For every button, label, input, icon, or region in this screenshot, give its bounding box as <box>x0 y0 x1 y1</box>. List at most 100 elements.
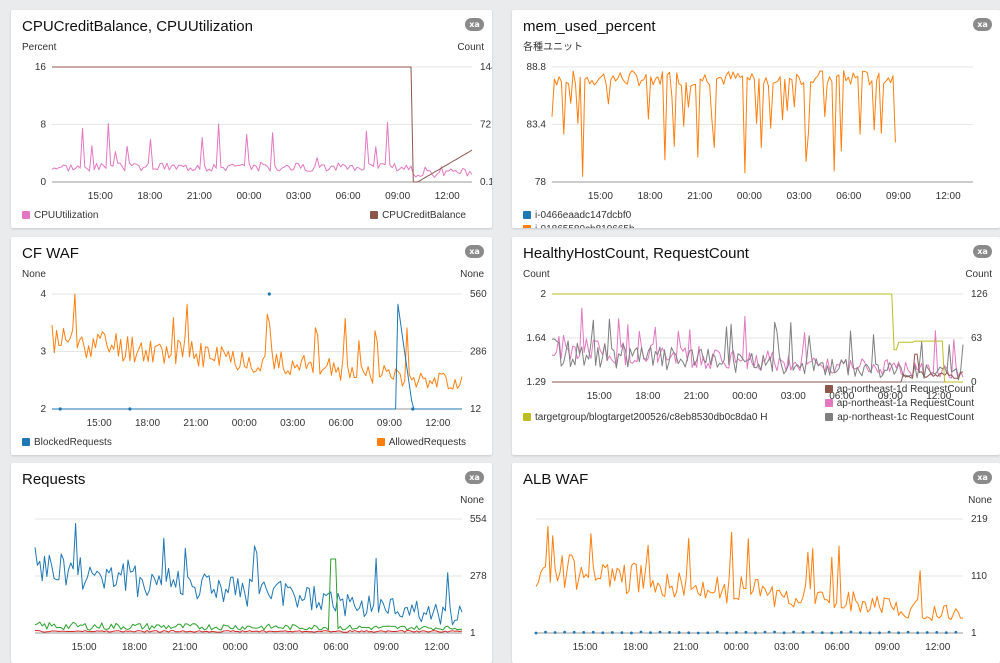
x-tick-label: 21:00 <box>684 391 709 402</box>
legend-item[interactable]: i-01865580cb819665b <box>523 224 635 228</box>
data-point <box>706 631 710 635</box>
data-point <box>849 630 853 634</box>
right-tick-label: 12 <box>470 404 482 415</box>
x-tick-label: 03:00 <box>781 391 806 402</box>
line-chart: Count Count 2 1.64 1.29 126 63 0 15:00 18:00 21:00… <box>523 269 992 402</box>
metric-widget[interactable]: CF WAF xa None None 4 3 2 560 286 12 15:00 18:00 21:… <box>11 237 492 455</box>
widget-badge[interactable]: xa <box>465 245 484 258</box>
data-point <box>820 631 824 635</box>
x-tick-label: 12:00 <box>936 191 961 202</box>
x-tick-label: 03:00 <box>787 191 812 202</box>
widget-title: CPUCreditBalance, CPUUtilization <box>22 18 253 35</box>
legend-item[interactable]: CPUUtilization <box>22 210 98 221</box>
right-tick-label: 278 <box>470 571 487 582</box>
widget-badge[interactable]: xa <box>973 471 992 484</box>
legend-item[interactable]: BlockedRequests <box>22 437 112 448</box>
x-tick-label: 03:00 <box>273 642 298 653</box>
x-tick-label: 00:00 <box>232 418 257 429</box>
data-point <box>887 630 891 634</box>
data-point <box>801 631 805 634</box>
data-point <box>639 630 643 634</box>
widget-title: HealthyHostCount, RequestCount <box>523 245 749 262</box>
widget-badge[interactable]: xa <box>465 18 484 31</box>
x-tick-label: 06:00 <box>825 642 850 653</box>
line-chart: None 554 278 1 15:00 18:00 21:00 00:00 03:00 06:0… <box>34 495 487 653</box>
data-point <box>630 631 633 635</box>
metric-widget[interactable]: CPUCreditBalance, CPUUtilization xa Percen… <box>11 10 492 228</box>
left-tick-label: 3 <box>40 347 46 358</box>
right-axis-unit: None <box>968 495 992 506</box>
series-line <box>34 523 463 626</box>
data-point <box>897 631 900 635</box>
data-point <box>944 631 948 635</box>
right-tick-label: 286 <box>470 347 487 358</box>
widget-title: ALB WAF <box>523 471 589 488</box>
right-axis-unit: Count <box>965 269 992 280</box>
x-tick-label: 18:00 <box>137 191 162 202</box>
metric-widget[interactable]: Requests xa None 554 278 1 15:00 18:00 21:00 00:0… <box>11 463 492 663</box>
left-tick-label: 1.29 <box>527 377 547 388</box>
right-axis-unit: None <box>460 495 484 506</box>
x-tick-label: 06:00 <box>329 418 354 429</box>
data-point <box>839 631 843 634</box>
x-tick-label: 12:00 <box>424 642 449 653</box>
data-point <box>601 631 605 635</box>
legend-swatch <box>22 211 30 219</box>
legend-item[interactable]: ap-northeast-1a RequestCount <box>824 398 974 409</box>
widget-title: mem_used_percent <box>523 18 656 35</box>
series-line <box>552 293 963 383</box>
legend-item[interactable]: targetgroup/blogtarget200526/c8eb8530db0… <box>523 412 767 423</box>
x-tick-label: 00:00 <box>236 191 261 202</box>
right-tick-label: 1 <box>971 628 977 639</box>
legend-item[interactable]: AllowedRequests <box>376 437 466 448</box>
line-chart: 各種ユニット 88.8 83.4 78 15:00 18:00 21:00 00:00 03:0… <box>523 40 973 202</box>
legend-swatch <box>523 211 531 219</box>
x-tick-label: 00:00 <box>724 642 749 653</box>
data-point <box>267 292 271 296</box>
right-axis-unit: None <box>460 269 484 280</box>
widget-badge[interactable]: xa <box>973 245 992 258</box>
series-line <box>34 630 463 633</box>
data-point <box>782 631 786 635</box>
right-axis-unit: Count <box>457 42 484 53</box>
legend-swatch <box>824 399 833 407</box>
data-point <box>411 407 415 411</box>
x-tick-label: 00:00 <box>223 642 248 653</box>
left-tick-label: 1.64 <box>527 333 547 344</box>
x-tick-label: 09:00 <box>385 191 410 202</box>
right-tick-label: 219 <box>971 514 988 525</box>
data-point <box>649 631 652 635</box>
data-point <box>859 631 862 635</box>
legend-swatch <box>523 413 531 421</box>
x-tick-label: 18:00 <box>122 642 147 653</box>
legend-label: targetgroup/blogtarget200526/c8eb8530db0… <box>535 412 768 423</box>
metric-widget[interactable]: mem_used_percent xa 各種ユニット 88.8 83.4 78 15:00 1… <box>512 10 1000 228</box>
left-tick-label: 4 <box>40 289 46 300</box>
legend-item[interactable]: CPUCreditBalance <box>370 210 466 221</box>
data-point <box>868 631 872 635</box>
legend-item[interactable]: i-0466eaadc147dcbf0 <box>523 210 631 221</box>
data-point <box>544 630 547 634</box>
right-tick-label: 63 <box>971 333 983 344</box>
metric-widget[interactable]: HealthyHostCount, RequestCount xa Count Cou… <box>512 237 1000 455</box>
data-point <box>715 630 719 634</box>
legend-label: CPUUtilization <box>34 210 99 221</box>
data-point <box>763 630 767 634</box>
x-tick-label: 00:00 <box>732 391 757 402</box>
metric-widget[interactable]: ALB WAF xa None 219 110 1 15:00 18:00 21:00 00:00… <box>512 463 1000 663</box>
legend-swatch <box>523 225 531 228</box>
right-tick-label: 560 <box>470 289 487 300</box>
data-point <box>916 631 920 635</box>
widget-badge[interactable]: xa <box>973 18 992 31</box>
x-tick-label: 03:00 <box>280 418 305 429</box>
legend-item[interactable]: ap-northeast-1c RequestCount <box>825 412 974 423</box>
widget-title: Requests <box>22 471 86 488</box>
series-line <box>51 293 463 390</box>
widget-badge[interactable]: xa <box>465 471 484 484</box>
series-line <box>34 558 463 631</box>
x-tick-label: 21:00 <box>673 642 698 653</box>
data-point <box>591 630 595 634</box>
x-tick-label: 09:00 <box>374 642 399 653</box>
legend-item[interactable]: ap-northeast-1d RequestCount <box>824 384 974 395</box>
data-point <box>610 631 614 634</box>
